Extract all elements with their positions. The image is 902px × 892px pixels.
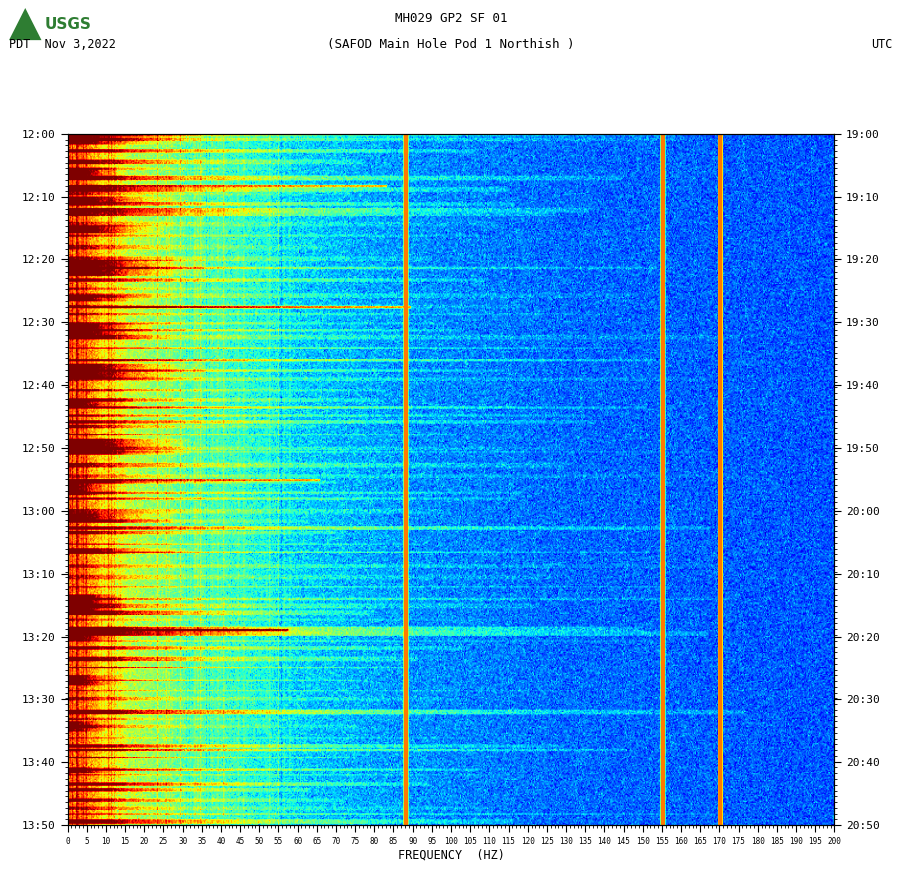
Text: (SAFOD Main Hole Pod 1 Northish ): (SAFOD Main Hole Pod 1 Northish ) xyxy=(327,37,575,51)
X-axis label: FREQUENCY  (HZ): FREQUENCY (HZ) xyxy=(398,848,504,862)
Text: UTC: UTC xyxy=(871,37,893,51)
Text: PDT  Nov 3,2022: PDT Nov 3,2022 xyxy=(9,37,115,51)
Text: MH029 GP2 SF 01: MH029 GP2 SF 01 xyxy=(395,12,507,25)
Text: USGS: USGS xyxy=(45,17,92,31)
Polygon shape xyxy=(9,8,41,40)
